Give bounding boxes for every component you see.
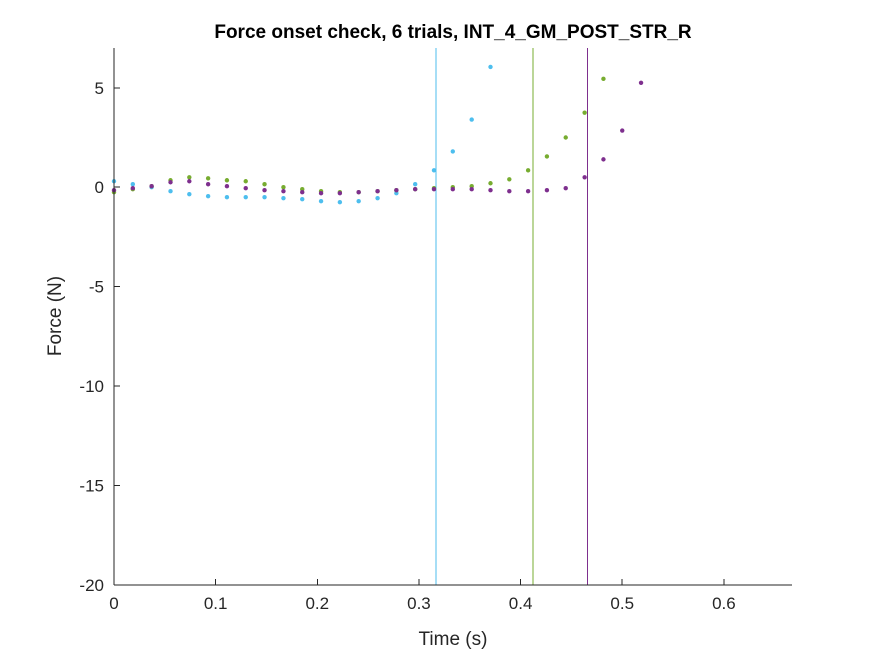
y-tick-label: -15 bbox=[79, 477, 104, 496]
data-point bbox=[168, 180, 173, 185]
data-point bbox=[450, 149, 455, 154]
data-point bbox=[243, 186, 248, 191]
data-point bbox=[300, 189, 305, 195]
data-point bbox=[130, 182, 136, 187]
data-points bbox=[111, 64, 644, 205]
data-point bbox=[563, 186, 568, 191]
data-point bbox=[205, 176, 211, 181]
x-tick-label: 0.3 bbox=[407, 594, 431, 613]
data-point bbox=[224, 184, 230, 189]
data-point bbox=[205, 182, 211, 187]
data-point bbox=[525, 189, 531, 194]
y-ticks: -20 -15 -10 -5 0 5 bbox=[79, 79, 120, 595]
chart-title: Force onset check, 6 trials, INT_4_GM_PO… bbox=[214, 22, 692, 43]
data-point bbox=[544, 188, 550, 193]
data-point bbox=[412, 182, 418, 187]
x-tick-label: 0.5 bbox=[610, 594, 634, 613]
data-point bbox=[488, 64, 493, 70]
x-ticks: 0 0.1 0.2 0.3 0.4 0.5 0.6 bbox=[109, 579, 736, 613]
data-point bbox=[300, 196, 305, 202]
data-point bbox=[356, 198, 361, 204]
x-tick-label: 0 bbox=[109, 594, 118, 613]
data-point bbox=[375, 195, 380, 201]
data-point bbox=[205, 193, 211, 199]
y-tick-label: -5 bbox=[89, 278, 104, 297]
data-point bbox=[149, 184, 154, 189]
data-point bbox=[488, 181, 493, 186]
y-axis-label: Force (N) bbox=[45, 276, 66, 356]
x-tick-label: 0.4 bbox=[509, 594, 533, 613]
data-point bbox=[638, 80, 644, 86]
data-point bbox=[582, 110, 587, 115]
x-tick-label: 0.6 bbox=[712, 594, 736, 613]
data-point bbox=[262, 182, 267, 187]
data-point bbox=[337, 199, 343, 205]
data-point bbox=[243, 194, 248, 200]
data-point bbox=[318, 198, 324, 204]
y-tick-label: 0 bbox=[95, 178, 104, 197]
data-point bbox=[507, 177, 512, 182]
data-point bbox=[488, 188, 493, 193]
data-point bbox=[262, 188, 267, 193]
y-tick-label: 5 bbox=[95, 79, 104, 98]
x-tick-label: 0.1 bbox=[204, 594, 228, 613]
data-point bbox=[262, 194, 267, 200]
data-point bbox=[187, 175, 192, 180]
plot-area bbox=[114, 48, 792, 585]
data-point bbox=[375, 189, 380, 194]
data-point bbox=[507, 189, 512, 194]
data-point bbox=[431, 187, 437, 192]
data-point bbox=[224, 194, 230, 200]
onset-lines bbox=[435, 48, 589, 585]
data-point bbox=[243, 179, 248, 184]
data-point bbox=[412, 187, 418, 192]
data-point bbox=[431, 168, 437, 173]
data-point bbox=[224, 178, 230, 183]
data-point bbox=[469, 187, 474, 192]
data-point bbox=[130, 186, 136, 191]
x-tick-label: 0.2 bbox=[305, 594, 329, 613]
data-point bbox=[469, 117, 474, 122]
data-point bbox=[601, 76, 606, 82]
data-point bbox=[337, 190, 343, 196]
data-point bbox=[450, 187, 455, 192]
y-tick-label: -10 bbox=[79, 377, 104, 396]
data-point bbox=[563, 135, 568, 140]
data-point bbox=[620, 128, 625, 133]
y-tick-label: -20 bbox=[79, 576, 104, 595]
x-axis-label: Time (s) bbox=[419, 629, 488, 650]
data-point bbox=[582, 175, 587, 180]
data-point bbox=[281, 195, 286, 201]
data-point bbox=[187, 191, 192, 197]
data-point bbox=[168, 189, 173, 194]
data-point bbox=[281, 189, 286, 194]
data-point bbox=[544, 154, 550, 159]
data-point bbox=[394, 188, 399, 193]
data-point bbox=[281, 185, 286, 190]
axes bbox=[113, 48, 792, 586]
data-point bbox=[187, 179, 192, 184]
data-point bbox=[356, 189, 361, 195]
data-point bbox=[525, 168, 531, 173]
data-point bbox=[601, 157, 606, 162]
data-point bbox=[318, 190, 324, 196]
